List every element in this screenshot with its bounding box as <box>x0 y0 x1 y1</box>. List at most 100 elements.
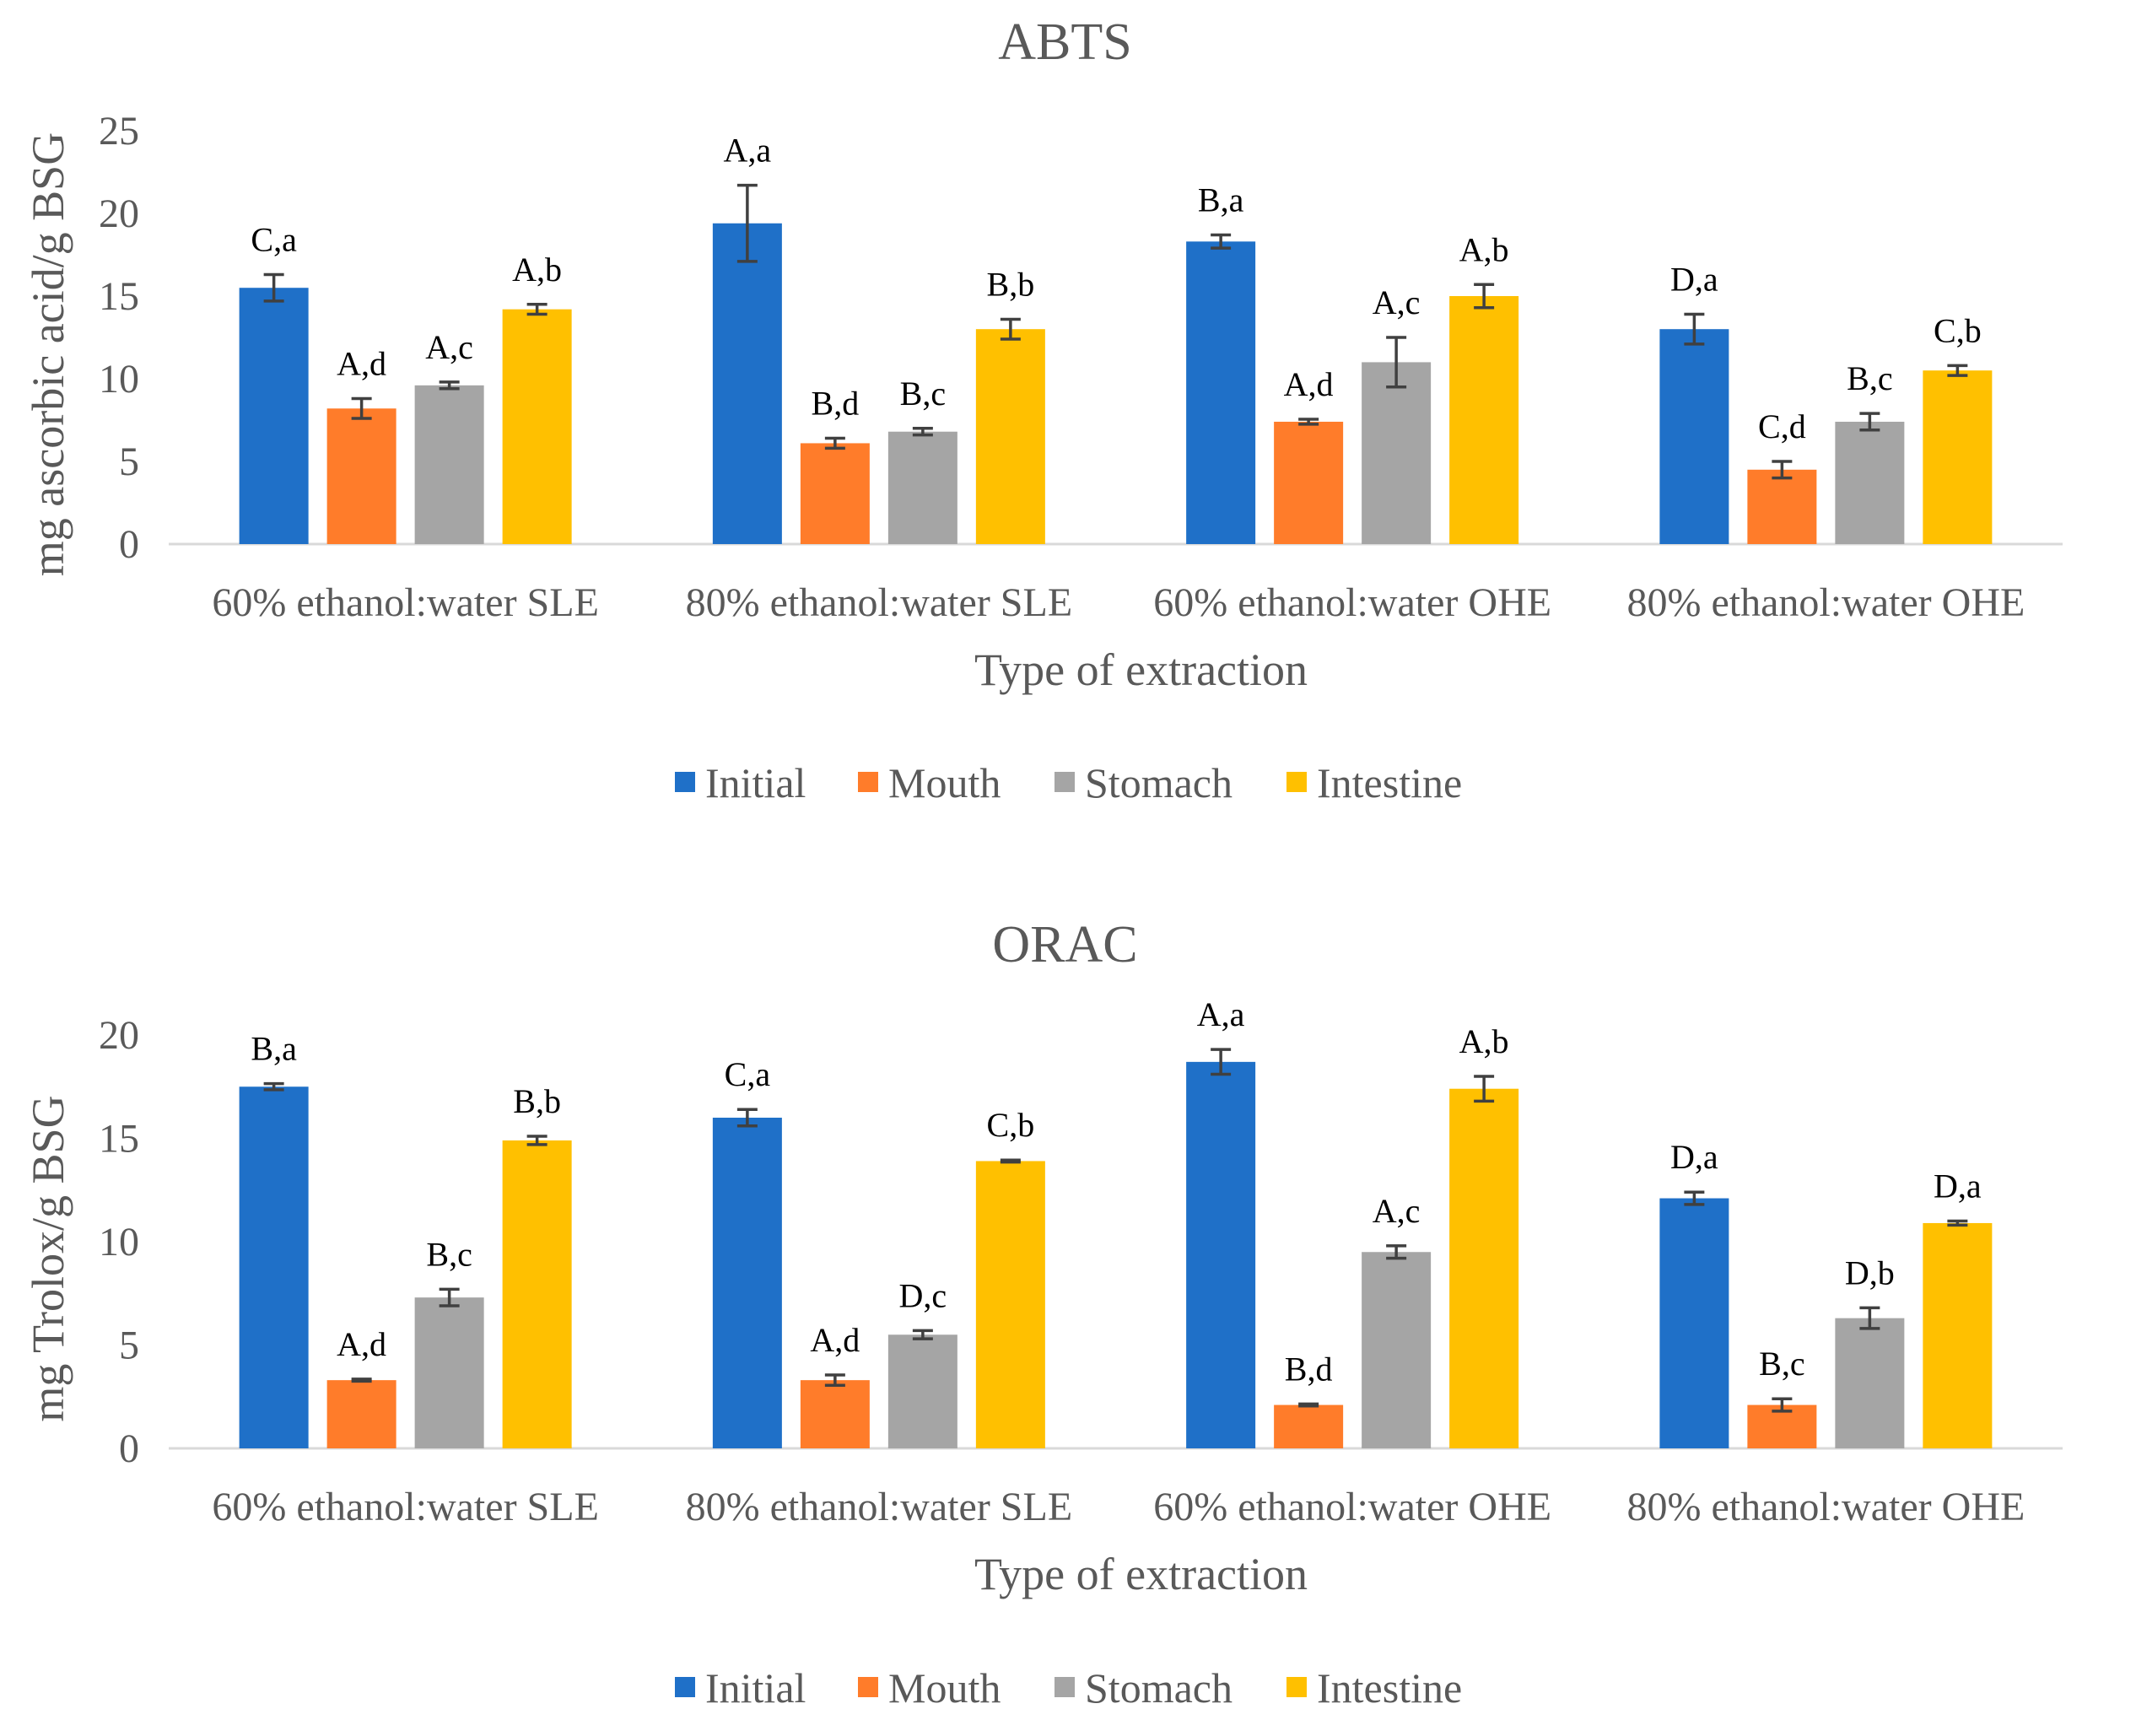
data-label: A,a <box>724 132 772 170</box>
category-label: 60% ethanol:water SLE <box>212 1485 599 1529</box>
data-label: C,a <box>251 221 297 259</box>
bar-intestine <box>975 329 1045 544</box>
data-label: A,c <box>425 328 473 366</box>
legend: Initial Mouth Stomach Intestine <box>675 759 1462 806</box>
y-tick-label: 20 <box>99 1013 139 1058</box>
y-axis-label: mg ascorbic acid/g BSG <box>23 132 73 576</box>
bar-initial <box>1186 1061 1256 1448</box>
chart-panel-orac: ORAC 0 5 10 15 20 mg Trolox/g BSG 60% ethanol:w… <box>23 916 2063 1712</box>
legend-swatch-intestine <box>1286 1677 1307 1697</box>
legend: Initial Mouth Stomach Intestine <box>675 1664 1462 1712</box>
data-label: D,c <box>899 1276 947 1314</box>
bar-intestine <box>975 1161 1045 1448</box>
bar-mouth <box>326 408 396 544</box>
bar-initial <box>1659 329 1729 544</box>
data-label: B,a <box>251 1030 297 1068</box>
legend-label-mouth: Mouth <box>888 759 1001 806</box>
bar-stomach <box>414 1297 484 1448</box>
data-label: B,c <box>426 1235 472 1273</box>
bar-intestine <box>502 1140 572 1448</box>
data-label: B,d <box>812 385 860 423</box>
legend-label-mouth: Mouth <box>888 1664 1001 1712</box>
data-label: D,a <box>1670 261 1718 299</box>
y-tick-label: 10 <box>99 357 139 402</box>
y-tick-label: 5 <box>119 1324 139 1368</box>
y-tick-label: 5 <box>119 439 139 484</box>
y-tick-label: 0 <box>119 1426 139 1471</box>
category-label: 80% ethanol:water OHE <box>1626 1485 2025 1529</box>
bar-mouth <box>1274 421 1344 544</box>
legend-label-intestine: Intestine <box>1317 759 1462 806</box>
chart-panel-abts: ABTS 0 5 10 15 20 25 mg ascorbic acid/g BSG 60% … <box>23 13 2063 806</box>
legend-label-intestine: Intestine <box>1317 1664 1462 1712</box>
bar-initial <box>712 1118 782 1448</box>
y-tick-label: 25 <box>99 109 139 154</box>
data-label: C,d <box>1758 407 1806 445</box>
category-label: 80% ethanol:water OHE <box>1626 580 2025 625</box>
y-tick-label: 10 <box>99 1220 139 1264</box>
data-label: A,b <box>512 251 562 288</box>
data-label: B,c <box>900 375 946 412</box>
bar-mouth <box>1274 1404 1344 1448</box>
bar-initial <box>1186 241 1256 544</box>
bar-intestine <box>1449 1088 1519 1448</box>
x-axis-label: Type of extraction <box>974 644 1308 695</box>
y-tick-label: 0 <box>119 522 139 567</box>
legend-swatch-stomach <box>1055 1677 1075 1697</box>
bar-stomach <box>1362 1252 1432 1448</box>
category-label: 60% ethanol:water OHE <box>1153 580 1551 625</box>
bar-initial <box>1659 1198 1729 1448</box>
bar-stomach <box>887 1334 957 1448</box>
data-label: B,b <box>987 265 1035 303</box>
bar-stomach <box>1362 362 1432 544</box>
chart-title: ABTS <box>998 13 1131 71</box>
chart-title: ORAC <box>992 916 1137 973</box>
bar-stomach <box>1835 421 1905 544</box>
data-label: B,c <box>1759 1345 1804 1383</box>
data-label: A,c <box>1373 283 1421 321</box>
x-axis-label: Type of extraction <box>974 1549 1308 1599</box>
bar-stomach <box>887 431 957 544</box>
legend-label-stomach: Stomach <box>1085 759 1233 806</box>
bar-mouth <box>800 1380 870 1448</box>
category-label: 80% ethanol:water SLE <box>686 580 1073 625</box>
legend-swatch-intestine <box>1286 772 1307 792</box>
legend-swatch-mouth <box>858 1677 878 1697</box>
data-label: A,d <box>337 345 386 383</box>
legend-label-initial: Initial <box>705 759 806 806</box>
data-label: D,a <box>1670 1138 1718 1176</box>
y-axis-label: mg Trolox/g BSG <box>23 1095 73 1421</box>
data-label: D,a <box>1934 1167 1982 1205</box>
data-label: A,d <box>1284 365 1334 403</box>
bar-intestine <box>1923 370 1993 544</box>
y-tick-label: 20 <box>99 191 139 236</box>
data-label: C,b <box>987 1106 1035 1144</box>
data-label: B,a <box>1198 181 1244 218</box>
data-label: A,c <box>1373 1192 1421 1230</box>
bar-mouth <box>326 1380 396 1448</box>
data-label: A,a <box>1197 995 1245 1033</box>
bar-stomach <box>1835 1318 1905 1448</box>
data-label: D,b <box>1845 1253 1895 1291</box>
legend-label-stomach: Stomach <box>1085 1664 1233 1712</box>
legend-swatch-stomach <box>1055 772 1075 792</box>
data-label: A,b <box>1459 230 1509 268</box>
bar-initial <box>712 223 782 544</box>
bar-intestine <box>1449 296 1519 544</box>
legend-swatch-mouth <box>858 772 878 792</box>
bar-initial <box>239 1086 309 1448</box>
data-label: B,d <box>1285 1350 1333 1388</box>
data-label: A,d <box>337 1325 386 1363</box>
legend-label-initial: Initial <box>705 1664 806 1712</box>
data-label: C,a <box>725 1055 771 1093</box>
legend-swatch-initial <box>675 1677 695 1697</box>
bar-intestine <box>1923 1222 1993 1448</box>
category-label: 60% ethanol:water OHE <box>1153 1485 1551 1529</box>
y-tick-label: 15 <box>99 1117 139 1162</box>
legend-swatch-initial <box>675 772 695 792</box>
category-label: 60% ethanol:water SLE <box>212 580 599 625</box>
bar-initial <box>239 288 309 544</box>
bar-stomach <box>414 385 484 544</box>
data-label: B,c <box>1847 359 1892 397</box>
